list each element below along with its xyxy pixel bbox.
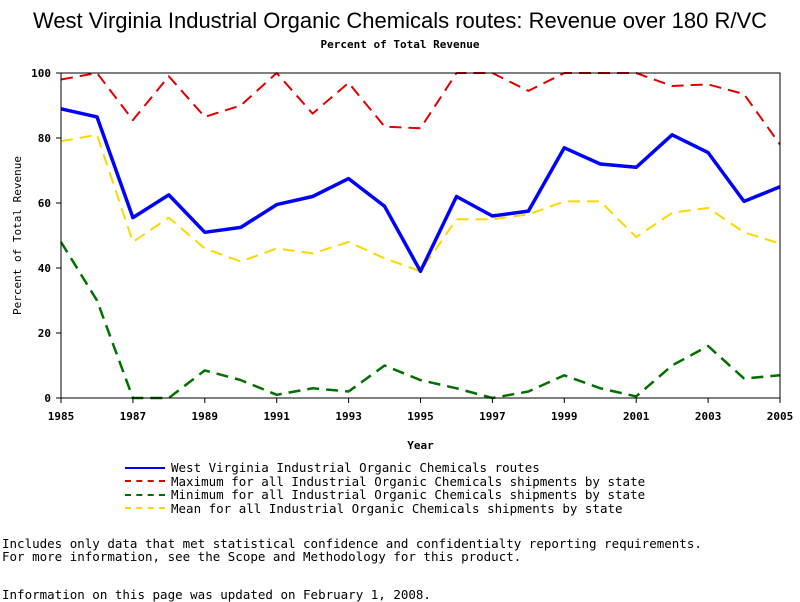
legend-swatch (125, 480, 165, 483)
x-axis-label: Year (407, 439, 434, 452)
plot-frame (60, 72, 781, 399)
legend-label: West Virginia Industrial Organic Chemica… (171, 460, 540, 476)
legend-swatch (125, 466, 165, 469)
series-line-3 (59, 241, 781, 400)
footnote-confidence: Includes only data that met statistical … (2, 536, 702, 551)
legend-item: Mean for all Industrial Organic Chemical… (125, 500, 645, 516)
x-tick-label: 1999 (551, 410, 578, 423)
series-line-1 (60, 107, 781, 274)
y-tick-label: 60 (38, 197, 51, 210)
footnote-updated: Information on this page was updated on … (2, 587, 431, 602)
y-tick-label: 100 (31, 67, 51, 80)
x-tick-label: 1993 (335, 410, 362, 423)
legend-item: West Virginia Industrial Organic Chemica… (125, 460, 645, 476)
series-line-2 (60, 72, 781, 146)
series-line-4 (60, 133, 781, 273)
legend-item: Maximum for all Industrial Organic Chemi… (125, 473, 646, 489)
legend-swatch (125, 507, 165, 510)
y-axis-label: Percent of Total Revenue (11, 156, 24, 315)
x-tick-label: 1987 (120, 410, 147, 423)
x-tick-label: 1985 (48, 410, 75, 423)
x-tick-label: 1995 (407, 410, 434, 423)
legend-swatch (125, 493, 165, 496)
x-tick-label: 1997 (479, 410, 506, 423)
x-tick-label: 1989 (192, 410, 219, 423)
y-tick-label: 80 (38, 132, 51, 145)
legend-label: Maximum for all Industrial Organic Chemi… (171, 473, 646, 489)
legend-label: Minimum for all Industrial Organic Chemi… (171, 487, 646, 503)
x-tick-label: 2001 (623, 410, 650, 423)
y-tick-label: 40 (38, 262, 51, 275)
chart-subtitle: Percent of Total Revenue (320, 38, 480, 51)
chart-title: West Virginia Industrial Organic Chemica… (32, 8, 768, 33)
x-tick-label: 2005 (767, 410, 794, 423)
x-tick-label: 2003 (695, 410, 722, 423)
y-tick-label: 20 (38, 327, 51, 340)
y-tick-label: 0 (44, 392, 51, 405)
footnote-methodology: For more information, see the Scope and … (2, 549, 522, 564)
line-chart: 1985 1987 1989 1991 1993 1995 1997 1999 2001 2003… (11, 67, 794, 452)
legend: West Virginia Industrial Organic Chemica… (125, 460, 646, 516)
x-tick-label: 1991 (263, 410, 290, 423)
legend-item: Minimum for all Industrial Organic Chemi… (125, 487, 646, 503)
legend-label: Mean for all Industrial Organic Chemical… (171, 500, 623, 516)
